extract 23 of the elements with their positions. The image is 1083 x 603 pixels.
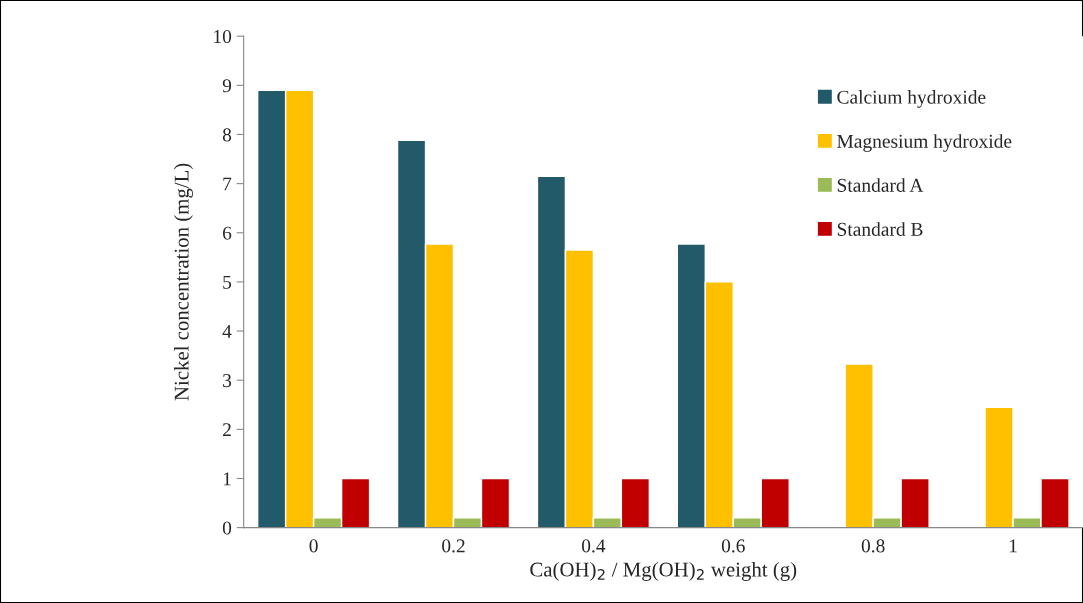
y-tick-label: 2 (223, 423, 231, 437)
legend-label: Calcium hydroxide (837, 90, 986, 108)
legend-label: Standard B (837, 222, 923, 236)
y-tick-label: 0 (222, 521, 232, 535)
y-tick-label: 7 (223, 177, 232, 191)
y-tick-label: 10 (214, 30, 232, 44)
y-tick-label: 1 (223, 472, 231, 486)
x-tick-label: 0.8 (861, 539, 885, 553)
y-tick-label: 4 (222, 324, 232, 338)
y-tick-label: 5 (223, 275, 232, 289)
x-tick-label: 0.6 (721, 539, 745, 553)
legend-label: Standard A (837, 178, 924, 192)
x-axis-title: Ca(OH)$_{2}$ / Mg(OH)$_{2}$ weight (g) (530, 561, 797, 581)
legend-label: Magnesium hydroxide (837, 134, 1012, 152)
x-tick-label: 0.2 (442, 539, 465, 553)
y-tick-label: 8 (222, 128, 232, 142)
x-tick-label: 0.4 (581, 539, 606, 553)
y-tick-label: 6 (222, 226, 232, 240)
x-tick-label: 1 (1009, 539, 1017, 553)
y-tick-label: 9 (222, 79, 232, 93)
x-tick-label: 0 (309, 539, 318, 553)
y-axis-title: Nickel concentration (mg/L) (174, 163, 193, 401)
y-tick-label: 3 (223, 374, 232, 388)
